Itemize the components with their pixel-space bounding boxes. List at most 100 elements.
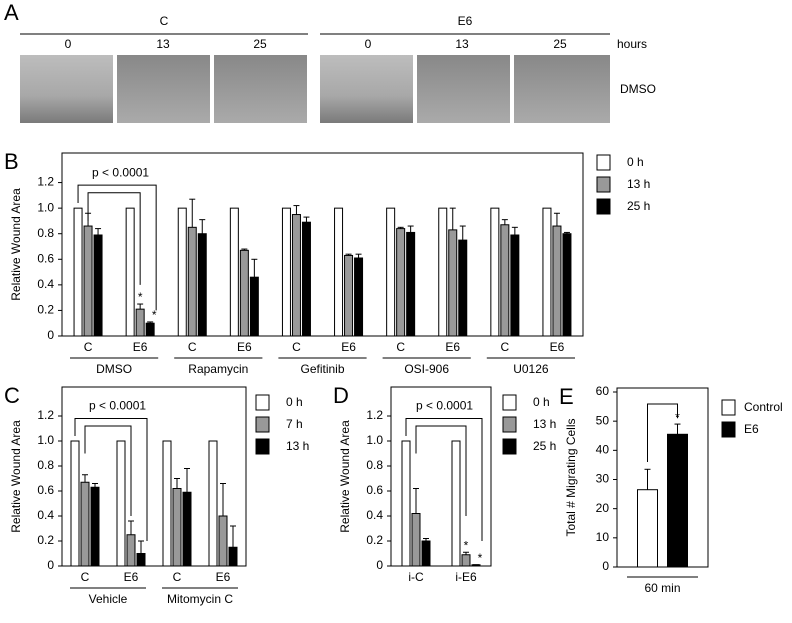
time-label: 0 (365, 37, 372, 51)
legend-swatch (502, 394, 517, 411)
legend-label: 25 h (627, 199, 650, 213)
y-tick-label: 60 (596, 384, 610, 398)
y-tick-label: 0.2 (366, 533, 383, 547)
x-tick-label: E6 (550, 340, 565, 354)
p-value: p < 0.0001 (416, 399, 473, 413)
y-tick-label: 0.2 (37, 533, 54, 547)
y-tick-label: 0 (376, 558, 383, 572)
x-tick-label: C (84, 340, 93, 354)
bracket (77, 184, 157, 311)
group-label: DMSO (96, 362, 132, 376)
legend-label: 0 h (627, 155, 644, 169)
x-tick-label: C (501, 340, 510, 354)
bar (411, 513, 421, 567)
x-tick-label: C (396, 340, 405, 354)
micrograph (20, 55, 113, 123)
y-tick-label: 0.4 (37, 508, 54, 522)
bar (396, 228, 406, 337)
y-axis-label: Total # Migrating Cells (564, 418, 578, 536)
time-label: 13 (455, 37, 469, 51)
group-label: OSI-906 (404, 362, 449, 376)
bar (93, 234, 103, 337)
legend-label: 13 h (533, 417, 556, 431)
bar (344, 254, 354, 337)
panel-letter: D (333, 383, 349, 408)
bar (70, 440, 80, 567)
bar (458, 239, 468, 337)
legend-label: 25 h (533, 439, 556, 453)
p-value: p < 0.0001 (89, 399, 146, 413)
bar (116, 440, 126, 567)
significance-star: * (478, 551, 483, 565)
bar (401, 440, 411, 567)
y-tick-label: 50 (596, 413, 610, 427)
bar (281, 207, 291, 337)
group-label: Vehicle (89, 592, 128, 606)
bracket (647, 403, 678, 462)
bar (177, 207, 187, 337)
bar (83, 225, 93, 337)
micrograph (417, 55, 510, 123)
bar (187, 226, 197, 337)
micrograph (117, 55, 210, 123)
bar (208, 440, 218, 567)
bar (667, 433, 688, 568)
y-tick-label: 10 (596, 530, 610, 544)
bar (451, 440, 461, 567)
significance-star: * (138, 290, 143, 304)
condition-label: DMSO (620, 82, 656, 96)
y-tick-label: 1.2 (37, 408, 54, 422)
time-unit: hours (617, 37, 647, 51)
bar (552, 225, 562, 337)
y-tick-label: 0.6 (37, 483, 54, 497)
legend-label: 0 h (533, 395, 550, 409)
x-tick-label: E6 (237, 340, 252, 354)
bar (386, 207, 396, 337)
legend-label: Control (744, 400, 783, 414)
legend-swatch (255, 416, 270, 433)
legend-swatch (502, 438, 517, 455)
bar (249, 276, 259, 337)
y-axis-label: Relative Wound Area (9, 420, 23, 533)
panel-letter: B (4, 149, 19, 174)
y-tick-label: 0.8 (37, 458, 54, 472)
bar (354, 257, 364, 337)
y-tick-label: 0.8 (37, 226, 54, 240)
y-tick-label: 1.0 (37, 200, 54, 214)
y-tick-label: 1.0 (37, 433, 54, 447)
bar (406, 231, 416, 337)
p-value: p < 0.0001 (92, 165, 149, 179)
bar (291, 214, 301, 337)
y-tick-label: 1.0 (366, 433, 383, 447)
y-tick-label: 0.2 (37, 303, 54, 317)
bar (421, 540, 431, 567)
legend-swatch (721, 421, 736, 438)
bar (490, 207, 500, 337)
micrograph (214, 55, 307, 123)
legend-swatch (255, 394, 270, 411)
bar (438, 207, 448, 337)
legend-swatch (721, 399, 736, 416)
y-tick-label: 40 (596, 443, 610, 457)
y-tick-label: 0.6 (37, 251, 54, 265)
legend-swatch (596, 176, 611, 193)
bar (218, 515, 228, 567)
micrograph (514, 55, 610, 123)
x-tick-label: E6 (133, 340, 148, 354)
bar (136, 553, 146, 567)
group-label: U0126 (513, 362, 549, 376)
group-label: Mitomycin C (167, 592, 233, 606)
bracket (405, 418, 483, 541)
bracket (415, 425, 467, 516)
bar (510, 234, 520, 337)
time-label: 0 (65, 37, 72, 51)
x-tick-label: E6 (445, 340, 460, 354)
y-axis-label: Relative Wound Area (9, 188, 23, 301)
y-tick-label: 0 (47, 328, 54, 342)
panel-letter: E (559, 384, 574, 409)
bar (562, 233, 572, 337)
y-tick-label: 1.2 (366, 408, 383, 422)
bar (135, 308, 145, 337)
x-tick-label: E6 (216, 570, 231, 584)
